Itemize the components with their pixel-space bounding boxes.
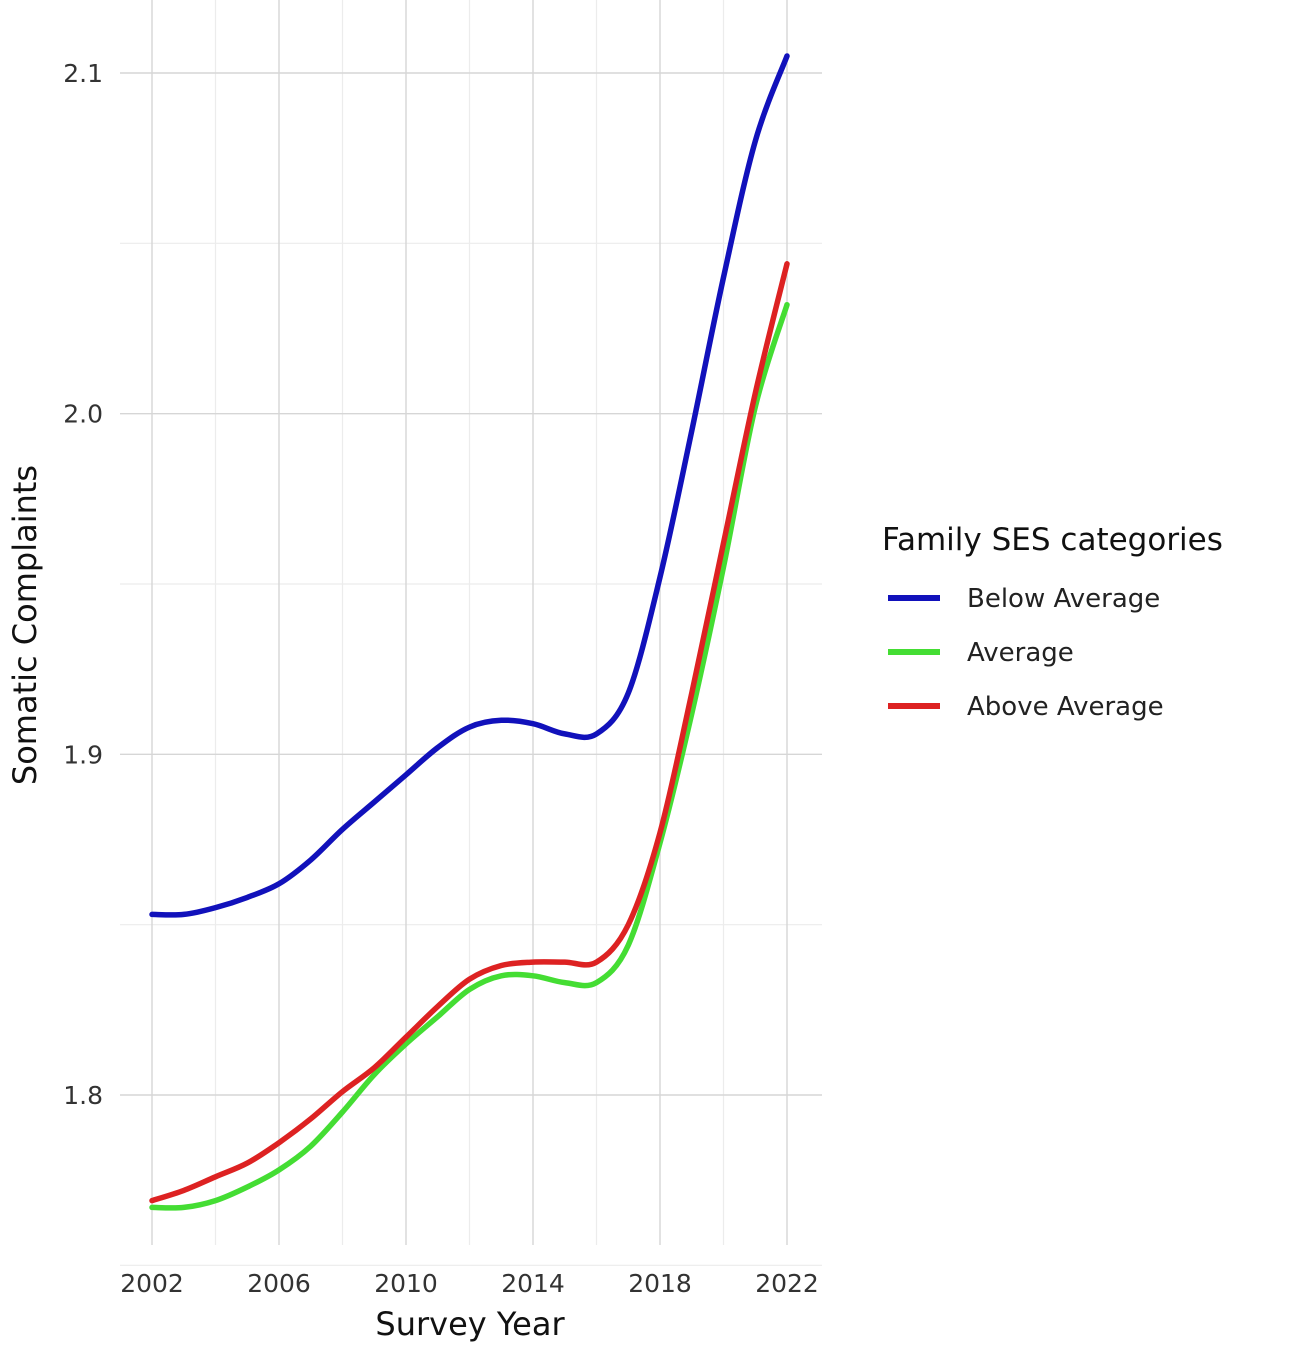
- legend: Family SES categories Below Average Avera…: [882, 522, 1223, 722]
- y-axis-title: Somatic Complaints: [6, 465, 44, 785]
- y-tick-label: 2.0: [63, 400, 103, 429]
- legend-label-average: Average: [967, 638, 1074, 668]
- y-tick-label: 1.9: [63, 740, 103, 769]
- legend-label-above-average: Above Average: [967, 692, 1164, 722]
- series-line-average: [149, 301, 790, 1211]
- y-tick-label: 1.8: [63, 1081, 103, 1110]
- x-tick-label: 2022: [755, 1269, 819, 1298]
- series-line-above-average: [149, 261, 790, 1204]
- y-tick-labels: 1.8 1.9 2.0 2.1: [63, 59, 103, 1110]
- legend-title: Family SES categories: [882, 522, 1223, 558]
- x-tick-labels: 2002 2006 2010 2014 2018 2022: [120, 1269, 819, 1298]
- grid-major: [120, 0, 822, 1245]
- x-tick-label: 2014: [501, 1269, 565, 1298]
- series-line-below-average: [149, 53, 790, 918]
- x-tick-label: 2018: [628, 1269, 692, 1298]
- x-tick-label: 2006: [247, 1269, 311, 1298]
- x-tick-label: 2010: [374, 1269, 438, 1298]
- y-tick-label: 2.1: [63, 59, 103, 88]
- x-tick-label: 2002: [120, 1269, 184, 1298]
- x-axis-title: Survey Year: [375, 1305, 565, 1343]
- legend-label-below-average: Below Average: [967, 584, 1160, 614]
- grid-minor: [120, 0, 822, 1266]
- series-lines: [149, 53, 790, 1211]
